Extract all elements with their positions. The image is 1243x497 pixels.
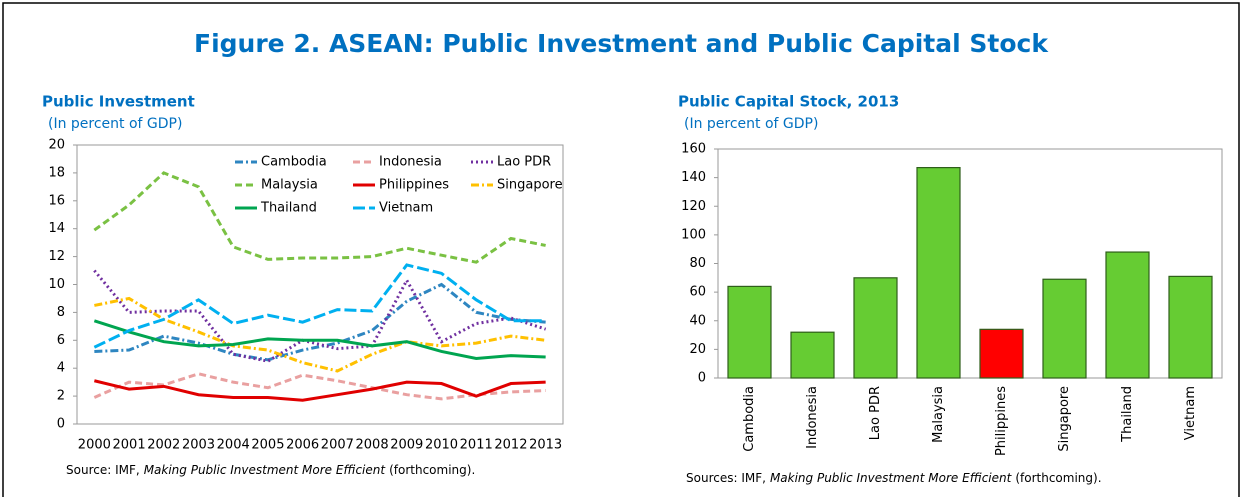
y-tick-label: 10 bbox=[48, 277, 65, 292]
y-tick-label: 120 bbox=[681, 199, 706, 214]
y-tick-label: 80 bbox=[689, 256, 706, 271]
bar bbox=[853, 277, 898, 379]
series-line bbox=[94, 379, 546, 402]
x-tick-label: Thailand bbox=[1120, 386, 1135, 443]
x-tick-label: 2004 bbox=[217, 438, 250, 453]
source-title: Making Public Investment More Efficient bbox=[144, 463, 387, 477]
y-tick-label: 16 bbox=[48, 193, 65, 208]
y-tick-label: 20 bbox=[689, 342, 706, 357]
legend-label: Lao PDR bbox=[497, 155, 551, 170]
chart-subtitle: (In percent of GDP) bbox=[48, 116, 182, 132]
chart-title: Public Capital Stock, 2013 bbox=[678, 93, 899, 111]
x-tick-label: Cambodia bbox=[742, 386, 757, 452]
x-tick-label: 2011 bbox=[460, 438, 493, 453]
x-tick-label: 2008 bbox=[356, 438, 389, 453]
x-tick-label: 2006 bbox=[286, 438, 319, 453]
legend-label: Thailand bbox=[260, 201, 317, 216]
y-tick-label: 140 bbox=[681, 170, 706, 185]
y-tick-label: 6 bbox=[57, 333, 65, 348]
y-tick-label: 20 bbox=[48, 138, 65, 153]
chart-title: Public Investment bbox=[42, 93, 195, 111]
source-text: Source: IMF, bbox=[66, 463, 140, 477]
legend-label: Singapore bbox=[497, 178, 563, 193]
legend-label: Cambodia bbox=[261, 155, 327, 170]
bar bbox=[727, 285, 772, 379]
source-end: (forthcoming). bbox=[1015, 471, 1101, 485]
bar bbox=[1105, 251, 1150, 379]
x-tick-label: Singapore bbox=[1057, 386, 1072, 452]
x-tick-label: 2009 bbox=[390, 438, 423, 453]
series-line bbox=[93, 319, 546, 360]
legend-label: Indonesia bbox=[379, 155, 442, 170]
series-line bbox=[94, 296, 546, 373]
bar bbox=[916, 167, 961, 379]
chart-subtitle: (In percent of GDP) bbox=[684, 116, 818, 132]
legend-label: Philippines bbox=[379, 178, 449, 193]
x-tick-label: 2010 bbox=[425, 438, 458, 453]
source-title: Making Public Investment More Efficient bbox=[770, 471, 1013, 485]
figure-title: Figure 2. ASEAN: Public Investment and P… bbox=[194, 29, 1049, 58]
x-tick-label: 2013 bbox=[529, 438, 562, 453]
series-line bbox=[93, 263, 546, 349]
x-tick-label: Vietnam bbox=[1183, 386, 1198, 440]
legend-label: Malaysia bbox=[261, 178, 318, 193]
y-tick-label: 0 bbox=[57, 417, 65, 432]
x-tick-label: Malaysia bbox=[931, 386, 946, 443]
x-tick-label: 2007 bbox=[321, 438, 354, 453]
y-tick-label: 2 bbox=[57, 389, 65, 404]
y-tick-label: 18 bbox=[48, 165, 65, 180]
y-tick-label: 14 bbox=[48, 221, 65, 236]
x-tick-label: Indonesia bbox=[805, 386, 820, 449]
x-tick-label: Lao PDR bbox=[868, 386, 883, 440]
x-tick-label: 2012 bbox=[494, 438, 527, 453]
y-tick-label: 0 bbox=[698, 371, 706, 386]
bar bbox=[1042, 278, 1087, 379]
y-tick-label: 12 bbox=[48, 249, 65, 264]
y-tick-label: 100 bbox=[681, 227, 706, 242]
legend-label: Vietnam bbox=[379, 201, 433, 216]
y-tick-label: 8 bbox=[57, 305, 65, 320]
source-text: Sources: IMF, bbox=[686, 471, 766, 485]
x-tick-label: 2005 bbox=[251, 438, 284, 453]
source-note: Source: IMF, Making Public Investment Mor… bbox=[66, 463, 475, 477]
bar bbox=[790, 331, 835, 379]
y-tick-label: 60 bbox=[689, 285, 706, 300]
x-tick-label: 2000 bbox=[78, 438, 111, 453]
x-tick-label: 2001 bbox=[113, 438, 146, 453]
x-tick-label: 2002 bbox=[147, 438, 180, 453]
source-note: Sources: IMF, Making Public Investment Mo… bbox=[686, 471, 1102, 485]
y-tick-label: 160 bbox=[681, 142, 706, 157]
x-tick-label: Philippines bbox=[994, 386, 1009, 456]
bar bbox=[979, 328, 1024, 379]
source-end: (forthcoming). bbox=[389, 463, 475, 477]
x-tick-label: 2003 bbox=[182, 438, 215, 453]
y-tick-label: 4 bbox=[57, 361, 65, 376]
bar bbox=[1168, 275, 1213, 379]
y-tick-label: 40 bbox=[689, 313, 706, 328]
